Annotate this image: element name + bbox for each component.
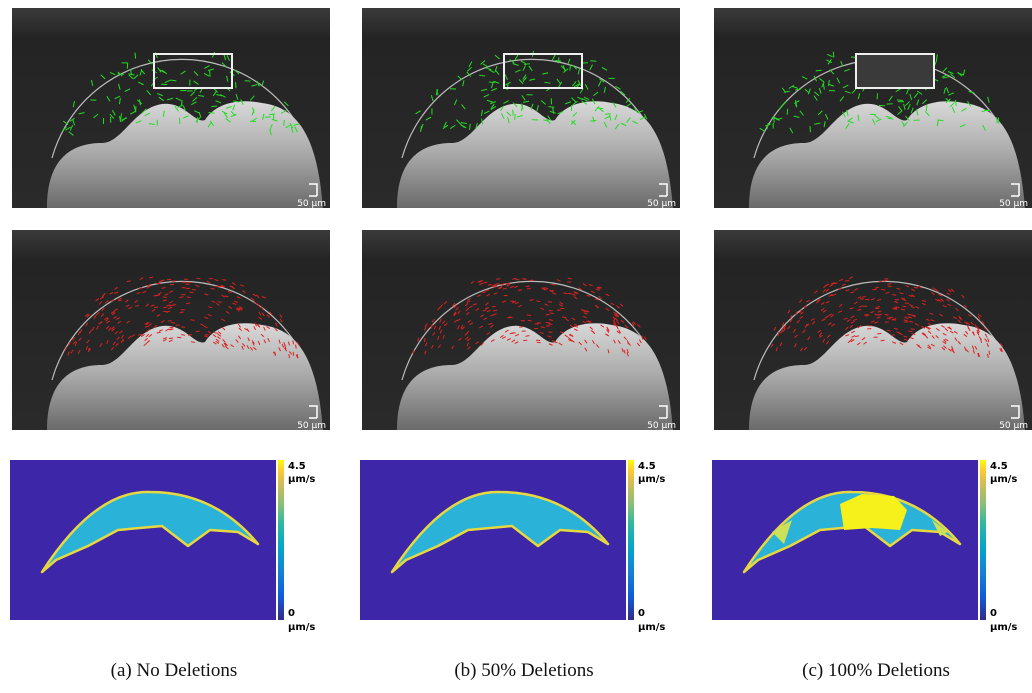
map-background [10,460,276,620]
flow-arrow [562,317,566,318]
flow-arrow [590,120,596,121]
colorbar [628,460,634,620]
flow-arrow [570,64,571,70]
flow-arrow [470,124,471,130]
scale-bar-label: 50 µm [297,421,326,431]
caption: (c) 100% Deletions [802,660,950,681]
flow-arrow [169,338,173,339]
flow-arrow [787,109,788,115]
colorbar-min-unit: µm/s [288,622,315,633]
colorbar-min: 0 [288,608,295,619]
flow-arrow [548,107,554,108]
flow-arrow [892,319,896,320]
flow-arrow [135,53,136,59]
flow-arrow [518,290,522,291]
flow-arrow [189,292,193,293]
scale-bar-label: 50 µm [647,199,676,209]
flow-arrow [529,280,533,281]
velocity-map: 4.5 µm/s 0 µm/s [712,460,1017,633]
velocity-map: 4.5 µm/s 0 µm/s [10,460,315,633]
colorbar-max: 4.5 [990,461,1008,472]
colorbar-max-unit: µm/s [638,474,665,485]
flow-arrow [191,342,195,343]
oct-image: 50 µm [714,8,1032,209]
flow-arrow [528,320,532,321]
flow-arrow [523,340,527,341]
flow-arrow [555,60,561,61]
flow-arrow [289,354,290,358]
flow-arrow [296,345,297,349]
scale-bar-label: 50 µm [647,421,676,431]
colorbar-max: 4.5 [288,461,306,472]
oct-image: 50 µm [362,8,680,209]
flow-arrow [881,340,885,341]
flow-arrow [197,117,198,123]
flow-arrow [914,287,918,288]
flow-arrow [187,297,191,298]
flow-arrow [885,315,889,316]
scale-bar-label: 50 µm [297,199,326,209]
flow-arrow [493,310,497,311]
flow-arrow [208,112,214,113]
flow-arrow [605,114,611,115]
flow-arrow [543,289,547,290]
flow-arrow [590,61,596,62]
flow-arrow [177,337,181,338]
caption: (b) 50% Deletions [454,660,593,681]
colorbar-max: 4.5 [638,461,656,472]
caption: (a) No Deletions [111,660,238,681]
colorbar-min: 0 [638,608,645,619]
flow-arrow [215,286,219,287]
roi-box [856,54,934,88]
colorbar-max-unit: µm/s [288,474,315,485]
flow-arrow [989,351,990,355]
oct-image: 50 µm [714,230,1032,431]
flow-arrow [537,342,541,343]
flow-arrow [196,278,200,279]
flow-arrow [833,52,834,58]
colorbar [980,460,986,620]
oct-image: 50 µm [12,230,330,431]
flow-arrow [154,295,158,296]
flow-arrow [845,280,849,281]
flow-arrow [190,320,194,321]
flow-arrow [926,105,927,111]
scale-bar-label: 50 µm [999,421,1028,431]
flow-arrow [902,306,906,307]
flow-arrow [858,115,859,121]
flow-arrow [161,280,165,281]
colorbar-max-unit: µm/s [990,474,1017,485]
flow-arrow [180,297,184,298]
flow-arrow [188,335,192,336]
flow-arrow [550,313,554,314]
colorbar-min: 0 [990,608,997,619]
flow-arrow [816,70,822,71]
flow-arrow [284,120,285,126]
flow-arrow [515,114,516,120]
flow-arrow [545,314,549,315]
flow-arrow [519,327,523,328]
colorbar-min-unit: µm/s [638,622,665,633]
oct-image: 50 µm [12,8,330,209]
flow-arrow [568,278,572,279]
flow-arrow [546,322,550,323]
flow-arrow [908,331,912,332]
flow-arrow [876,307,880,308]
flow-arrow [236,82,237,88]
flow-arrow [492,306,496,307]
colorbar [278,460,284,620]
scale-bar-label: 50 µm [999,199,1028,209]
velocity-map: 4.5 µm/s 0 µm/s [360,460,665,633]
map-background [712,460,978,620]
flow-arrow [186,288,190,289]
flow-arrow [864,314,868,315]
oct-image: 50 µm [362,230,680,431]
flow-arrow [897,100,903,101]
map-background [360,460,626,620]
flow-arrow [482,292,486,293]
flow-arrow [956,100,957,106]
flow-arrow [881,289,885,290]
colorbar-min-unit: µm/s [990,622,1017,633]
